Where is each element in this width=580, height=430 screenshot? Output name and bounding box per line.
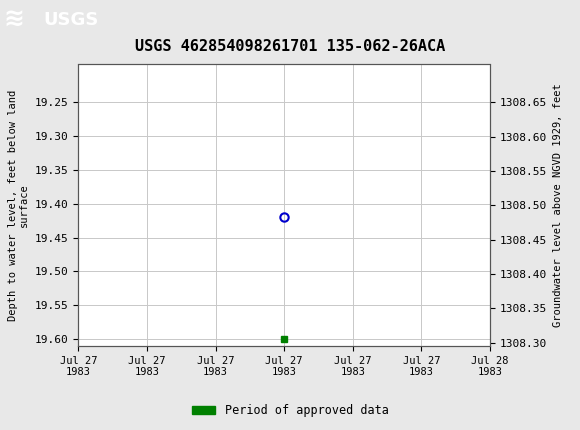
Text: USGS: USGS — [44, 11, 99, 29]
Legend: Period of approved data: Period of approved data — [187, 399, 393, 422]
Text: USGS 462854098261701 135-062-26ACA: USGS 462854098261701 135-062-26ACA — [135, 39, 445, 54]
Text: ≋: ≋ — [3, 8, 24, 32]
Y-axis label: Depth to water level, feet below land
surface: Depth to water level, feet below land su… — [8, 90, 29, 321]
Y-axis label: Groundwater level above NGVD 1929, feet: Groundwater level above NGVD 1929, feet — [553, 83, 563, 327]
